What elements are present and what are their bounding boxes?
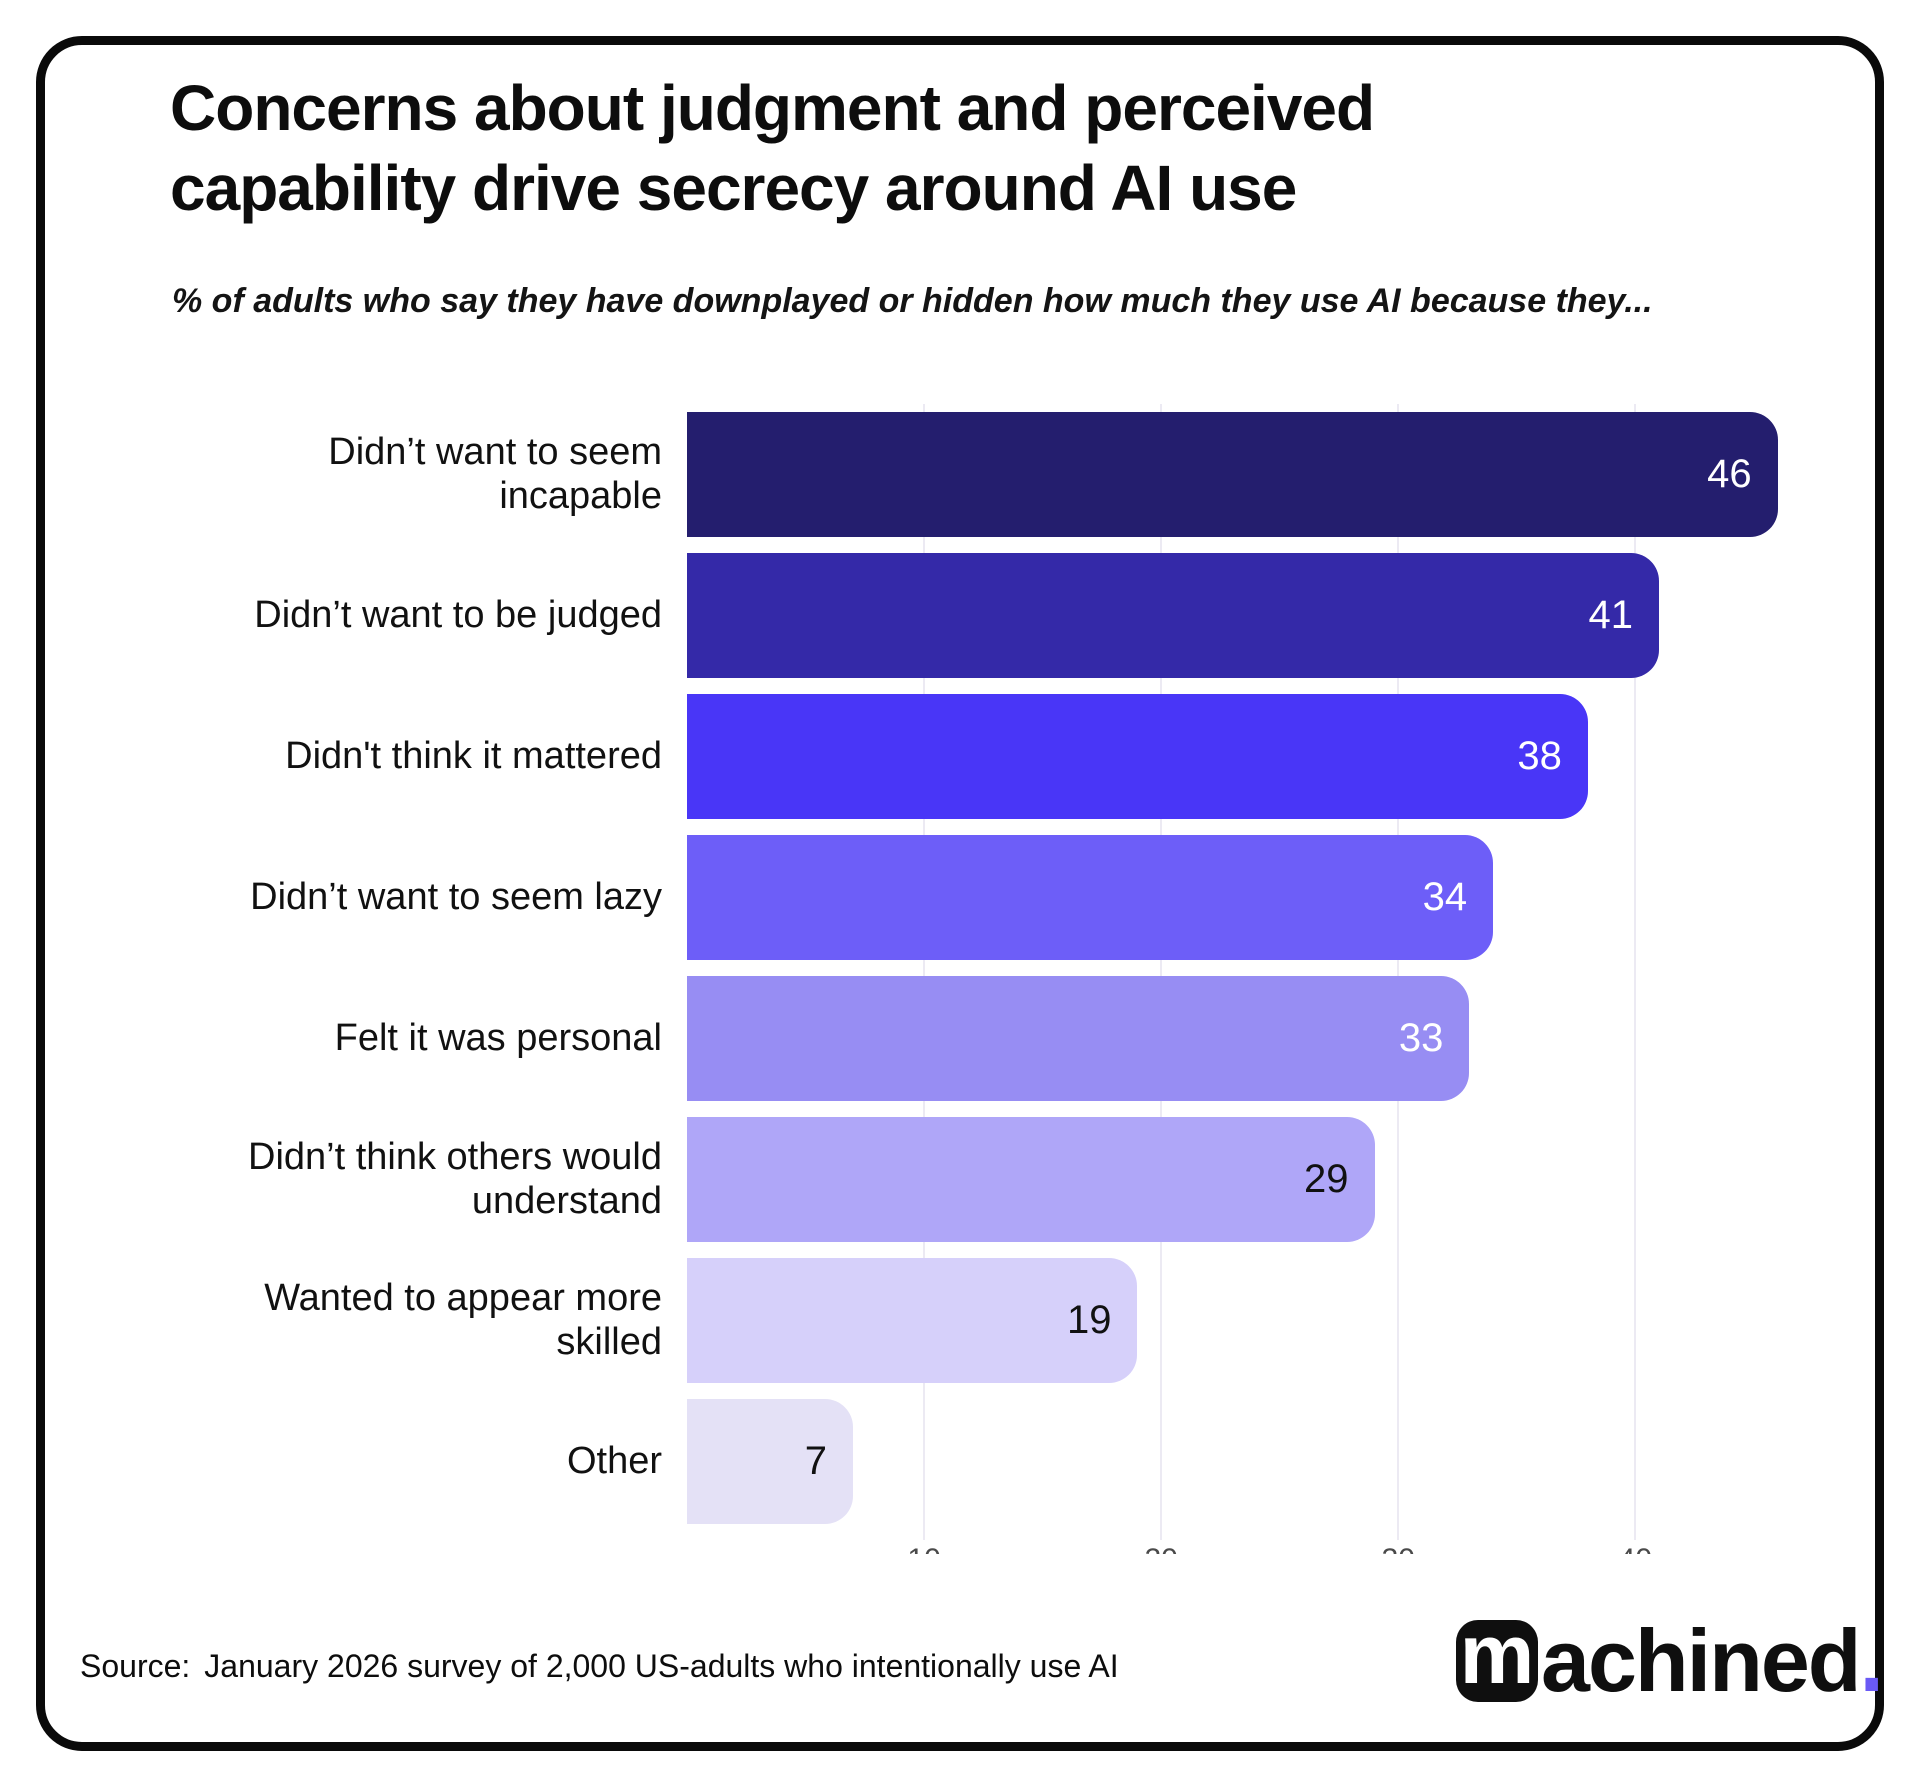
- bar-row: Didn't think it mattered 38: [170, 686, 1825, 827]
- logo-wordmark: achined.: [1541, 1617, 1884, 1705]
- bar: 41: [687, 553, 1660, 678]
- bar-value-label: 41: [1588, 593, 1634, 637]
- logo-dot: .: [1859, 1611, 1884, 1710]
- bar-row: Didn’t want to seem lazy 34: [170, 827, 1825, 968]
- x-tick-label: 20: [1144, 1545, 1177, 1554]
- bar-track: 29: [687, 1117, 1825, 1242]
- logo-m-letter: m: [1459, 1620, 1535, 1701]
- bar: 29: [687, 1117, 1375, 1242]
- bar-value-label: 29: [1304, 1157, 1349, 1201]
- bar-track: 46: [687, 412, 1825, 537]
- bar-rows: Didn’t want to seem incapable 46 Didn’t wa…: [170, 404, 1825, 1532]
- gridline: [1397, 404, 1400, 1540]
- gridline: [1634, 404, 1637, 1540]
- bar-chart: Didn’t want to seem incapable 46 Didn’t wa…: [170, 404, 1825, 1569]
- bar-row: Wanted to appear more skilled 19: [170, 1250, 1825, 1391]
- bar-row: Didn’t want to seem incapable 46: [170, 404, 1825, 545]
- bar-value-label: 34: [1422, 875, 1468, 919]
- x-axis-ticks: 10 20 30 40: [687, 1545, 1825, 1554]
- bar-label: Felt it was personal: [334, 1016, 662, 1059]
- bar-track: 41: [687, 553, 1825, 678]
- bar: 7: [687, 1399, 853, 1524]
- bar: 46: [687, 412, 1778, 537]
- bar-value-label: 7: [804, 1439, 827, 1483]
- chart-subtitle: % of adults who say they have downplayed…: [172, 282, 1653, 320]
- logo-rest: achined: [1541, 1611, 1862, 1710]
- source-text: January 2026 survey of 2,000 US-adults w…: [204, 1648, 1119, 1684]
- x-tick-label: 30: [1382, 1545, 1415, 1554]
- bar-track: 34: [687, 835, 1825, 960]
- bar: 19: [687, 1258, 1138, 1383]
- bar-track: 33: [687, 976, 1825, 1101]
- source-note: Source: January 2026 survey of 2,000 US-a…: [80, 1648, 1119, 1685]
- bar-label: Other: [566, 1439, 662, 1482]
- bar-value-label: 19: [1066, 1298, 1112, 1342]
- bar-label: Didn't think it mattered: [285, 734, 662, 777]
- gridline: [1160, 404, 1163, 1540]
- gridline: [923, 404, 926, 1540]
- machined-logo: m achined.: [1456, 1617, 1884, 1705]
- logo-m-box: m: [1456, 1620, 1538, 1702]
- bar-label: Didn’t want to be judged: [254, 593, 662, 636]
- gridlines: [687, 404, 1825, 1540]
- bar-label: Didn’t think others would understand: [248, 1135, 662, 1222]
- bar-value-label: 46: [1707, 452, 1752, 496]
- bar-row: Felt it was personal 33: [170, 968, 1825, 1109]
- bar-row: Other 7: [170, 1391, 1825, 1532]
- bar-row: Didn’t think others would understand 29: [170, 1109, 1825, 1250]
- bar-label: Didn’t want to seem lazy: [250, 875, 662, 918]
- bar: 33: [687, 976, 1470, 1101]
- x-tick-label: 40: [1619, 1545, 1652, 1554]
- chart-title: Concerns about judgment and perceived ca…: [170, 72, 1375, 224]
- bar: 38: [687, 694, 1588, 819]
- x-tick-label: 10: [907, 1545, 940, 1554]
- bar-track: 19: [687, 1258, 1825, 1383]
- bar-track: 7: [687, 1399, 1825, 1524]
- bar-value-label: 38: [1517, 734, 1562, 778]
- bar-label: Didn’t want to seem incapable: [328, 430, 662, 517]
- bar-track: 38: [687, 694, 1825, 819]
- bar-value-label: 33: [1398, 1016, 1444, 1060]
- bar: 34: [687, 835, 1494, 960]
- bar-row: Didn’t want to be judged 41: [170, 545, 1825, 686]
- bar-label: Wanted to appear more skilled: [264, 1276, 662, 1363]
- source-prefix: Source:: [80, 1648, 191, 1684]
